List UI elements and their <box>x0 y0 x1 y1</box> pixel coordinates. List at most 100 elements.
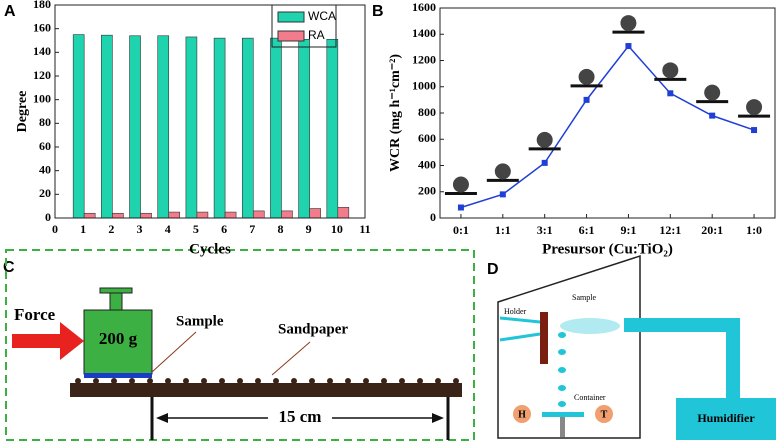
grit <box>75 378 459 384</box>
arrowhead <box>156 413 168 423</box>
bar <box>112 212 124 219</box>
y-tick-label: 0 <box>430 210 436 224</box>
y-tick-label: 20 <box>39 186 51 200</box>
y-tick-label: 1400 <box>412 26 436 40</box>
bar <box>101 34 113 219</box>
legend-swatch <box>277 11 305 23</box>
x-tick-label: 1:1 <box>495 223 511 237</box>
chamber <box>497 254 641 439</box>
legend-label: RA <box>308 28 325 42</box>
bar <box>326 39 339 219</box>
y-tick-label: 800 <box>418 105 436 119</box>
y-tick-label: 400 <box>418 157 436 171</box>
y-tick-label: 120 <box>33 68 51 82</box>
y-tick-label: 180 <box>33 0 51 11</box>
bar <box>72 34 85 219</box>
droplet <box>704 84 721 101</box>
y-tick-label: 1600 <box>412 0 436 14</box>
container <box>542 412 584 417</box>
stand <box>560 417 565 437</box>
bar <box>309 208 321 219</box>
pipe <box>726 318 740 398</box>
sensor <box>513 405 531 423</box>
sample-label: Sample <box>176 313 224 329</box>
y-tick-label: 1200 <box>412 52 436 66</box>
marker <box>751 127 758 134</box>
x-tick-label: 2 <box>108 222 114 236</box>
sensor-label: H <box>518 409 526 420</box>
x-tick-label: 6:1 <box>579 223 595 237</box>
x-tick-label: 1:0 <box>746 223 762 237</box>
bar <box>196 211 209 219</box>
label-bg <box>268 408 332 428</box>
bar <box>213 37 226 219</box>
pointer <box>271 341 311 376</box>
x-tick-label: 20:1 <box>701 223 723 237</box>
sensor <box>595 405 613 423</box>
sandpaper-label: Sandpaper <box>278 321 348 337</box>
x-tick-label: 9 <box>306 222 312 236</box>
x-tick-label: 8 <box>277 222 283 236</box>
bar <box>270 37 282 219</box>
x-tick-label: 3:1 <box>537 223 553 237</box>
y-axis-label: Degree <box>15 91 30 133</box>
panel-label: C <box>3 259 15 276</box>
legend-swatch <box>277 30 305 42</box>
y-tick-label: 140 <box>33 44 51 58</box>
sandpaper-board <box>70 383 462 397</box>
sensor-label: T <box>601 409 608 420</box>
panel-label: D <box>487 261 499 278</box>
sample-label: Sample <box>572 293 596 302</box>
bar <box>157 35 170 219</box>
marker <box>541 159 548 166</box>
distance-label: 15 cm <box>279 407 322 426</box>
line <box>460 44 755 209</box>
marker <box>625 43 632 50</box>
droplet <box>494 163 511 180</box>
pipe <box>624 318 740 332</box>
y-tick-label: 80 <box>39 115 51 129</box>
plot-frame <box>54 4 366 219</box>
y-axis-label: WCR (mg h⁻¹cm⁻²) <box>388 54 403 172</box>
droplet <box>662 62 679 79</box>
bar <box>298 39 310 219</box>
legend-label: WCA <box>308 9 336 23</box>
bar <box>224 211 237 219</box>
weight-label: 200 g <box>99 329 138 348</box>
bar <box>241 37 254 219</box>
diagram-c: 200 g Force Sample Sandpaper 15 cm <box>5 249 475 441</box>
x-tick-label: 11 <box>359 222 370 236</box>
droplet <box>578 68 595 85</box>
x-tick-label: 1 <box>80 222 86 236</box>
bar <box>337 207 350 219</box>
holder <box>499 316 541 324</box>
diagram-d: Humidifier H T Sample Holder Container <box>497 254 776 440</box>
bar <box>281 210 293 219</box>
x-axis-label: Cycles <box>189 241 231 257</box>
pointer <box>151 331 197 373</box>
force-arrow <box>12 322 84 360</box>
y-tick-label: 200 <box>418 184 436 198</box>
arrowhead <box>432 413 444 423</box>
y-tick-label: 0 <box>45 210 51 224</box>
droplet <box>536 131 553 148</box>
frame <box>5 249 475 441</box>
panel-label: B <box>372 3 384 20</box>
plot-frame <box>439 7 776 219</box>
container-label: Container <box>574 393 606 402</box>
bar <box>168 211 181 219</box>
x-tick-label: 7 <box>249 222 255 236</box>
bar <box>83 212 96 219</box>
marker <box>583 96 590 103</box>
y-tick-label: 60 <box>39 139 51 153</box>
holder-label: Holder <box>504 307 527 316</box>
y-tick-label: 160 <box>33 20 51 34</box>
sample <box>84 373 152 378</box>
marker <box>709 112 716 119</box>
x-tick-label: 6 <box>221 222 227 236</box>
x-tick-label: 0:1 <box>453 223 469 237</box>
droplet <box>620 15 637 32</box>
y-tick-label: 1000 <box>412 79 436 93</box>
marker <box>499 191 506 198</box>
panel-label: A <box>4 3 16 20</box>
